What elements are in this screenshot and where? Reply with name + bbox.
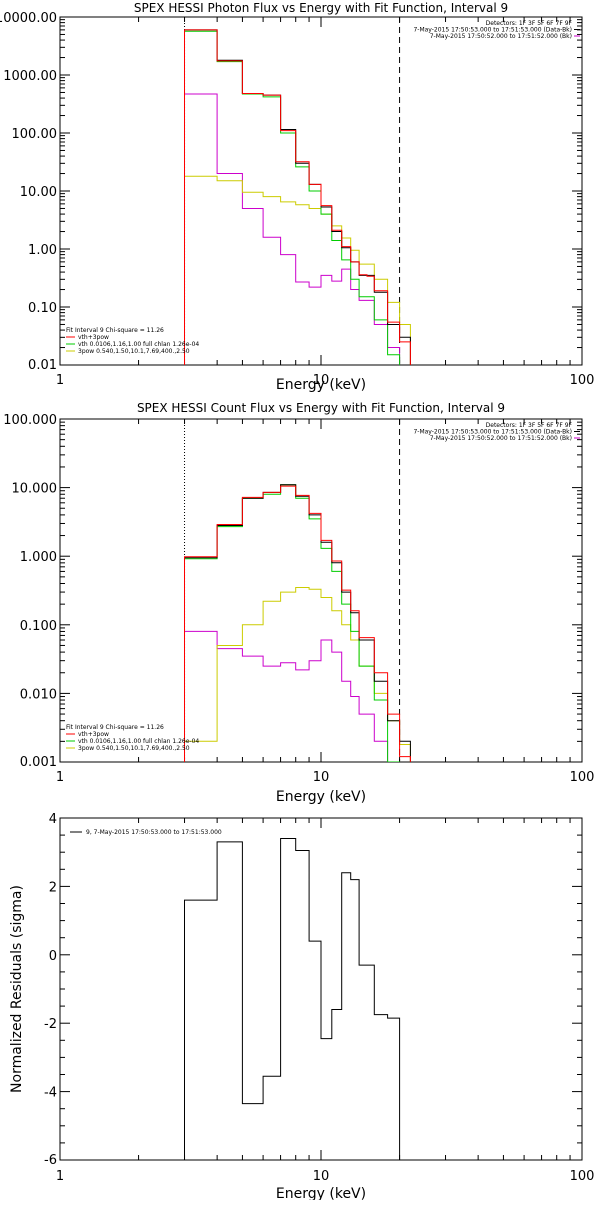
fit-annotation: vth 0.0106,1.16,1.00 full chlan 1.26e-04 [78, 341, 199, 348]
x-tick-label: 10 [313, 770, 330, 785]
y-axis-label: Normalized Residuals (sigma) [9, 885, 25, 1093]
series-line-data [184, 29, 411, 365]
data-series-group [184, 484, 411, 762]
y-tick-label: 0 [49, 949, 57, 964]
y-tick-label: -2 [44, 1017, 57, 1032]
x-axis-label: Energy (keV) [276, 789, 366, 805]
x-axis-label: Energy (keV) [276, 377, 366, 393]
series-line-bk [184, 93, 401, 365]
header-annotation: 7-May-2015 17:50:52.000 to 17:51:52.000 … [430, 33, 572, 40]
chart-panel-2: SPEX HESSI Count Flux vs Energy with Fit… [3, 401, 594, 805]
x-tick-label: 10 [313, 373, 330, 388]
fit-annotation: Fit Interval 9 Chi-square = 11.26 [66, 327, 164, 334]
header-annotation: 7-May-2015 17:50:52.000 to 17:51:52.000 … [430, 435, 572, 442]
y-tick-label: 0.100 [20, 619, 57, 634]
y-tick-label: 1.00 [28, 243, 57, 258]
series-line-bpow [184, 175, 411, 365]
x-tick-label: 10 [313, 1169, 330, 1184]
series-line-bk [184, 630, 401, 762]
header-annotation: Detectors: 1F 3F 5F 6F 7F 9F [486, 422, 573, 429]
data-series-group [184, 29, 411, 365]
y-tick-label: 100.00 [12, 127, 58, 142]
fit-annotation: Fit Interval 9 Chi-square = 11.26 [66, 724, 164, 731]
y-tick-label: 1000.00 [3, 69, 57, 84]
data-series-group [184, 838, 401, 1160]
y-tick-label: 1.000 [20, 550, 57, 565]
fit-annotation: vth+3pow [78, 731, 109, 738]
fit-annotation: vth 0.0106,1.16,1.00 full chlan 1.26e-04 [78, 738, 199, 745]
y-tick-label: 0.001 [20, 755, 57, 770]
series-line-vth [184, 30, 401, 365]
y-tick-label: 10.000 [12, 482, 58, 497]
series-line-data [184, 838, 401, 1160]
y-tick-label: 100.000 [3, 413, 57, 428]
fit-annotation: 3pow 0.540,1.50,10.1,7.69,400.,2.50 [78, 745, 190, 752]
fit-annotation: vth+3pow [78, 334, 109, 341]
chart-panel-1: SPEX HESSI Photon Flux vs Energy with Fi… [0, 1, 594, 393]
x-tick-label: 100 [570, 770, 595, 785]
series-line-vth [184, 484, 401, 762]
x-tick-label: 1 [56, 770, 64, 785]
x-tick-label: 100 [570, 373, 595, 388]
x-axis-label: Energy (keV) [276, 1186, 366, 1200]
y-tick-label: 4 [49, 812, 57, 827]
y-tick-label: 2 [49, 880, 57, 895]
y-tick-label: 10000.00 [0, 11, 57, 26]
y-tick-label: -4 [44, 1086, 57, 1101]
legend-label: 9, 7-May-2015 17:50:53.000 to 17:51:53.0… [86, 829, 222, 836]
header-annotation: 7-May-2015 17:50:53.000 to 17:51:53.000 … [413, 429, 572, 436]
x-tick-label: 100 [570, 1169, 595, 1184]
header-annotation: Detectors: 1F 3F 5F 6F 7F 9F [486, 20, 573, 27]
y-tick-label: 0.10 [28, 301, 57, 316]
series-line-bpow [184, 587, 411, 762]
fit-annotation: 3pow 0.540,1.50,10.1,7.69,400.,2.50 [78, 348, 190, 355]
chart-panel-3: 1 10 100 -6 -4 -2 0 2 4 Energy (keV) Normalized Re… [9, 812, 595, 1202]
series-line-model [184, 29, 411, 365]
y-tick-label: 0.010 [20, 687, 57, 702]
x-tick-label: 1 [56, 1169, 64, 1184]
y-tick-label: -6 [44, 1153, 57, 1168]
series-line-model [184, 485, 411, 762]
chart-title: SPEX HESSI Count Flux vs Energy with Fit… [137, 401, 505, 415]
y-tick-label: 0.01 [28, 358, 57, 373]
y-tick-label: 10.00 [20, 185, 57, 200]
chart-title: SPEX HESSI Photon Flux vs Energy with Fi… [134, 1, 508, 15]
x-tick-label: 1 [56, 373, 64, 388]
header-annotation: 7-May-2015 17:50:53.000 to 17:51:53.000 … [413, 27, 572, 34]
